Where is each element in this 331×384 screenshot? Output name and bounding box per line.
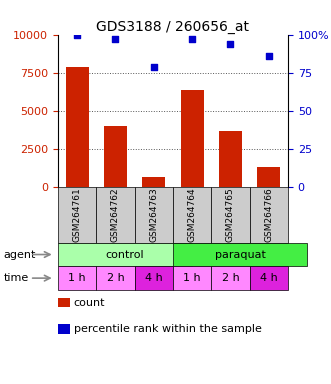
Text: GSM264765: GSM264765 <box>226 188 235 242</box>
Bar <box>250 187 288 243</box>
Text: 4 h: 4 h <box>145 273 163 283</box>
Bar <box>250 266 288 290</box>
Text: 4 h: 4 h <box>260 273 278 283</box>
Bar <box>181 89 204 187</box>
Point <box>189 36 195 42</box>
Bar <box>135 187 173 243</box>
Point <box>74 31 80 38</box>
Bar <box>58 324 70 334</box>
Bar <box>96 187 135 243</box>
Text: GSM264763: GSM264763 <box>149 188 158 242</box>
Text: 2 h: 2 h <box>107 273 124 283</box>
Text: agent: agent <box>3 250 36 260</box>
Text: paraquat: paraquat <box>214 250 265 260</box>
Bar <box>173 266 211 290</box>
Bar <box>211 187 250 243</box>
Bar <box>66 66 89 187</box>
Title: GDS3188 / 260656_at: GDS3188 / 260656_at <box>96 20 250 33</box>
Text: 2 h: 2 h <box>221 273 239 283</box>
Bar <box>173 243 307 266</box>
Bar <box>58 243 192 266</box>
Text: 1 h: 1 h <box>183 273 201 283</box>
Text: 1 h: 1 h <box>68 273 86 283</box>
Text: time: time <box>3 273 28 283</box>
Bar <box>211 266 250 290</box>
Bar <box>104 126 127 187</box>
Text: count: count <box>74 298 105 308</box>
Bar <box>96 266 135 290</box>
Bar <box>173 187 211 243</box>
Bar <box>142 177 165 187</box>
Point <box>151 63 157 70</box>
Text: GSM264761: GSM264761 <box>72 188 82 242</box>
Bar <box>58 187 96 243</box>
Text: GSM264764: GSM264764 <box>188 188 197 242</box>
Point <box>266 53 271 59</box>
Bar <box>257 167 280 187</box>
Text: percentile rank within the sample: percentile rank within the sample <box>74 324 262 334</box>
Point <box>113 36 118 42</box>
Text: GSM264762: GSM264762 <box>111 188 120 242</box>
Bar <box>219 131 242 187</box>
Bar <box>135 266 173 290</box>
Text: control: control <box>106 250 144 260</box>
Bar <box>58 298 70 307</box>
Bar <box>58 266 96 290</box>
Text: GSM264766: GSM264766 <box>264 188 273 242</box>
Point <box>228 41 233 47</box>
